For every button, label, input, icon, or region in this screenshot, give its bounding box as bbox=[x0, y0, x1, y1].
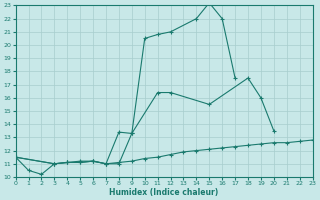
X-axis label: Humidex (Indice chaleur): Humidex (Indice chaleur) bbox=[109, 188, 219, 197]
